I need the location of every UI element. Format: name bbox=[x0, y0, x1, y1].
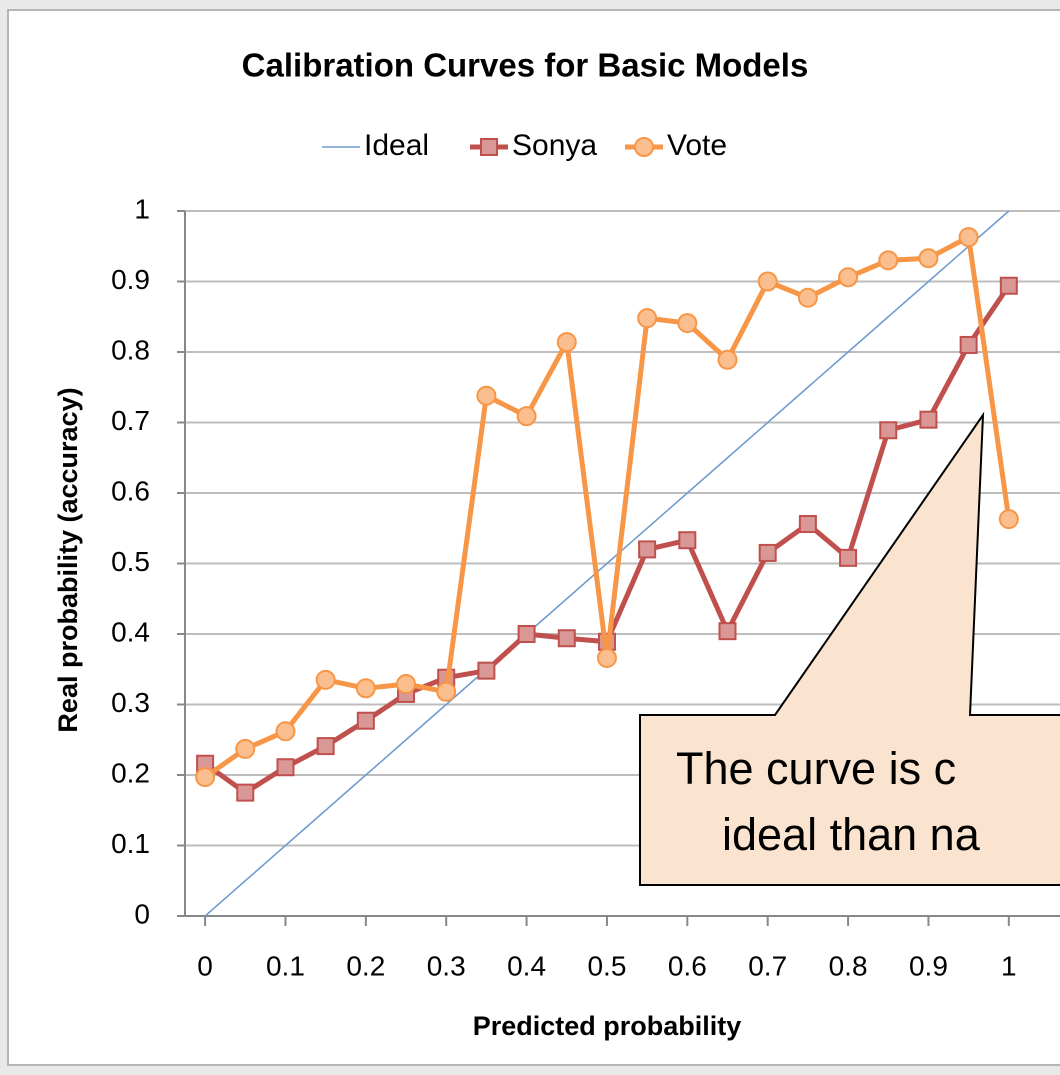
marker bbox=[556, 332, 577, 353]
legend-label: Ideal bbox=[364, 129, 429, 162]
marker bbox=[355, 678, 376, 699]
y-tick-label: 0.4 bbox=[111, 616, 150, 647]
marker bbox=[396, 674, 417, 695]
marker bbox=[557, 629, 576, 648]
callout: The curve is c ideal than na bbox=[639, 411, 1060, 886]
marker bbox=[476, 385, 497, 406]
marker bbox=[275, 721, 296, 742]
marker bbox=[477, 661, 496, 680]
marker bbox=[637, 308, 658, 329]
y-tick-label: 0.1 bbox=[111, 828, 150, 859]
marker bbox=[596, 647, 617, 668]
marker bbox=[879, 421, 898, 440]
x-tick-label: 0.4 bbox=[507, 950, 546, 981]
marker bbox=[236, 783, 255, 802]
marker bbox=[998, 509, 1019, 530]
marker bbox=[634, 137, 654, 157]
x-tick-label: 0 bbox=[197, 950, 213, 981]
marker bbox=[316, 737, 335, 756]
marker bbox=[677, 313, 698, 334]
series-line bbox=[204, 210, 1010, 917]
x-tick-label: 0.5 bbox=[587, 950, 626, 981]
y-tick-label: 0.9 bbox=[111, 264, 150, 295]
y-tick-label: 0.3 bbox=[111, 687, 150, 718]
chart-title: Calibration Curves for Basic Models bbox=[242, 47, 809, 84]
marker bbox=[959, 335, 978, 354]
y-tick-label: 0.2 bbox=[111, 757, 150, 788]
legend: Ideal Sonya Vote bbox=[322, 129, 727, 162]
marker bbox=[436, 681, 457, 702]
x-axis-label: Predicted probability bbox=[473, 1011, 742, 1041]
marker bbox=[235, 738, 256, 759]
marker bbox=[919, 410, 938, 429]
y-tick-label: 0.7 bbox=[111, 405, 150, 436]
callout-text: The curve is c bbox=[676, 743, 956, 794]
marker bbox=[999, 276, 1018, 295]
marker bbox=[678, 531, 697, 550]
x-tick-label: 0.6 bbox=[668, 950, 707, 981]
marker bbox=[758, 543, 777, 562]
x-tick-label: 0.8 bbox=[829, 950, 868, 981]
marker bbox=[356, 711, 375, 730]
x-tick-label: 1 bbox=[1001, 950, 1017, 981]
x-tick-label: 0.1 bbox=[266, 950, 305, 981]
marker bbox=[757, 271, 778, 292]
marker bbox=[798, 515, 817, 534]
marker bbox=[839, 548, 858, 567]
marker bbox=[480, 138, 498, 156]
marker bbox=[276, 758, 295, 777]
marker bbox=[195, 767, 216, 788]
x-tick-label: 0.9 bbox=[909, 950, 948, 981]
marker bbox=[918, 248, 939, 269]
y-tick-label: 1 bbox=[134, 193, 150, 224]
x-tick-label: 0.2 bbox=[346, 950, 385, 981]
y-tick-label: 0 bbox=[134, 898, 150, 929]
x-tick-label: 0.7 bbox=[748, 950, 787, 981]
callout-text: ideal than na bbox=[722, 809, 981, 860]
marker bbox=[878, 250, 899, 271]
marker bbox=[838, 267, 859, 288]
x-tick-label: 0.3 bbox=[427, 950, 466, 981]
marker bbox=[718, 622, 737, 641]
marker bbox=[638, 540, 657, 559]
legend-label: Sonya bbox=[512, 129, 597, 162]
legend-label: Vote bbox=[667, 129, 727, 162]
marker bbox=[315, 669, 336, 690]
y-tick-label: 0.8 bbox=[111, 334, 150, 365]
marker bbox=[517, 625, 536, 643]
marker bbox=[516, 406, 537, 427]
y-tick-label: 0.6 bbox=[111, 475, 150, 506]
marker bbox=[797, 287, 818, 308]
callout-box bbox=[639, 411, 1060, 886]
marker bbox=[958, 227, 979, 248]
y-axis-label: Real probability (accuracy) bbox=[53, 387, 83, 732]
marker bbox=[717, 349, 738, 370]
y-tick-label: 0.5 bbox=[111, 546, 150, 577]
chart-frame bbox=[7, 9, 1060, 1066]
